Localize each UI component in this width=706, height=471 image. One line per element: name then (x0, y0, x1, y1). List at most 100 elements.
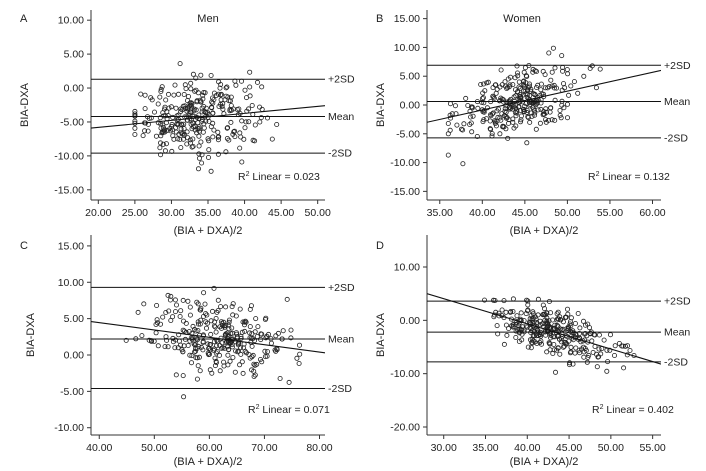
data-point (224, 135, 230, 141)
data-point (189, 126, 195, 132)
data-point (194, 355, 200, 361)
data-point (501, 298, 507, 304)
data-point (155, 101, 161, 107)
data-point (158, 125, 164, 131)
data-point (243, 119, 249, 125)
data-point (553, 369, 559, 375)
fit-line (91, 321, 325, 354)
data-point (554, 85, 560, 91)
r2-annotation: R2 Linear = 0.132 (588, 171, 670, 183)
data-point (481, 81, 487, 87)
data-point (196, 143, 202, 149)
data-point (221, 363, 227, 369)
data-point (481, 297, 487, 303)
data-point (211, 97, 217, 103)
x-tick-label: 40.00 (469, 207, 495, 219)
data-point (502, 108, 508, 114)
data-point (165, 113, 171, 119)
y-axis-label: BIA-DXA (19, 82, 31, 127)
data-point (205, 341, 211, 347)
data-point (217, 85, 223, 91)
data-point (565, 101, 571, 107)
data-point (206, 147, 212, 153)
data-point (579, 346, 585, 352)
data-point (516, 104, 522, 110)
data-point (557, 108, 563, 114)
data-point (238, 78, 244, 84)
data-point (525, 308, 531, 314)
x-tick-label: 50.00 (305, 207, 331, 219)
data-point (445, 152, 451, 158)
data-point (153, 330, 159, 336)
data-point (203, 319, 209, 325)
x-axis-label: (BIA + DXA)/2 (174, 225, 243, 237)
data-point (231, 129, 237, 135)
data-point (508, 309, 514, 315)
data-point (207, 367, 213, 373)
y-tick-label: 15.00 (394, 13, 420, 25)
data-point (533, 126, 539, 132)
data-point (269, 136, 275, 142)
y-tick-label: -5.00 (60, 386, 84, 398)
data-point (469, 105, 475, 111)
data-point (253, 316, 259, 322)
data-point (198, 72, 204, 78)
data-point (226, 137, 232, 143)
data-point (209, 308, 215, 314)
data-point (218, 319, 224, 325)
data-point (179, 347, 185, 353)
data-point (165, 292, 171, 298)
data-point (597, 66, 603, 72)
data-point (257, 104, 263, 110)
data-point (215, 134, 221, 140)
data-point (543, 119, 549, 125)
data-point (194, 376, 200, 382)
data-point (555, 309, 561, 315)
data-point (542, 306, 548, 312)
data-point (539, 321, 545, 327)
data-point (515, 73, 521, 79)
data-point (523, 311, 529, 317)
data-point (162, 148, 168, 154)
data-point (525, 302, 531, 308)
data-point (166, 308, 172, 314)
data-point (528, 110, 534, 116)
data-point (228, 331, 234, 337)
data-point (568, 315, 574, 321)
data-point (243, 95, 249, 101)
data-point (205, 110, 211, 116)
data-point (229, 304, 235, 310)
data-point (525, 87, 531, 93)
data-point (280, 328, 286, 334)
data-point (206, 351, 212, 357)
data-point (247, 324, 253, 330)
data-point (210, 120, 216, 126)
x-tick-label: 55.00 (597, 207, 623, 219)
data-point (176, 112, 182, 118)
data-point (454, 122, 460, 128)
data-point (229, 344, 235, 350)
x-tick-label: 35.00 (472, 442, 498, 454)
fit-line (91, 105, 325, 129)
data-point (161, 127, 167, 133)
data-point (552, 334, 558, 340)
data-point (510, 324, 516, 330)
data-point (193, 75, 199, 81)
data-point (543, 117, 549, 123)
data-point (469, 129, 475, 135)
data-point (465, 103, 471, 109)
data-point (254, 79, 260, 85)
data-point (228, 94, 234, 100)
data-point (542, 85, 548, 91)
data-point (521, 106, 527, 112)
data-point (239, 118, 245, 124)
data-point (251, 368, 257, 374)
data-point (596, 332, 602, 338)
x-axis-label: (BIA + DXA)/2 (510, 225, 579, 237)
y-axis-label: BIA-DXA (375, 312, 387, 357)
data-point (277, 375, 283, 381)
data-point (215, 129, 221, 135)
data-point (499, 307, 505, 313)
data-point (247, 306, 253, 312)
data-point (525, 344, 531, 350)
